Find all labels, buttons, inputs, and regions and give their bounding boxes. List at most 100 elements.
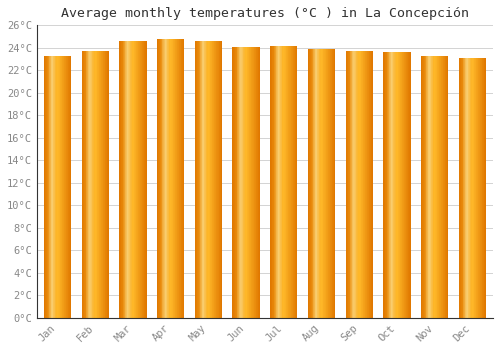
Bar <box>467 58 468 318</box>
Bar <box>483 58 484 318</box>
Bar <box>182 39 183 318</box>
Bar <box>405 52 406 318</box>
Bar <box>158 39 159 318</box>
Bar <box>323 49 324 318</box>
Bar <box>88 51 89 318</box>
Bar <box>209 41 210 318</box>
Bar <box>163 39 164 318</box>
Bar <box>250 47 251 318</box>
Bar <box>129 41 130 318</box>
Bar <box>398 52 399 318</box>
Bar <box>135 41 136 318</box>
Bar <box>130 41 131 318</box>
Bar <box>330 49 331 318</box>
Bar <box>484 58 486 318</box>
Bar <box>320 49 321 318</box>
Bar <box>143 41 144 318</box>
Bar <box>172 39 174 318</box>
Bar <box>253 47 254 318</box>
Bar <box>179 39 180 318</box>
Title: Average monthly temperatures (°C ) in La Concepción: Average monthly temperatures (°C ) in La… <box>61 7 469 20</box>
Bar <box>274 46 275 318</box>
Bar <box>324 49 325 318</box>
Bar <box>465 58 466 318</box>
Bar <box>53 56 54 318</box>
Bar <box>424 56 425 318</box>
Bar <box>104 51 105 318</box>
Bar <box>406 52 407 318</box>
Bar <box>246 47 248 318</box>
Bar <box>464 58 465 318</box>
Bar <box>370 51 372 318</box>
Bar <box>283 46 284 318</box>
Bar <box>128 41 129 318</box>
Bar <box>328 49 329 318</box>
Bar <box>471 58 472 318</box>
Bar <box>361 51 362 318</box>
Bar <box>214 41 215 318</box>
Bar <box>470 58 471 318</box>
Bar <box>403 52 404 318</box>
Bar <box>83 51 84 318</box>
Bar <box>205 41 206 318</box>
Bar <box>92 51 94 318</box>
Bar <box>213 41 214 318</box>
Bar <box>445 56 446 318</box>
Bar <box>178 39 179 318</box>
Bar <box>409 52 410 318</box>
Bar <box>249 47 250 318</box>
Bar <box>469 58 470 318</box>
Bar <box>352 51 353 318</box>
Bar <box>218 41 220 318</box>
Bar <box>399 52 400 318</box>
Bar <box>390 52 391 318</box>
Bar <box>165 39 166 318</box>
Bar <box>145 41 146 318</box>
Bar <box>69 56 70 318</box>
Bar <box>316 49 318 318</box>
Bar <box>285 46 286 318</box>
Bar <box>363 51 364 318</box>
Bar <box>346 51 347 318</box>
Bar <box>446 56 447 318</box>
Bar <box>244 47 246 318</box>
Bar <box>136 41 137 318</box>
Bar <box>208 41 209 318</box>
Bar <box>174 39 175 318</box>
Bar <box>139 41 140 318</box>
Bar <box>275 46 276 318</box>
Bar <box>460 58 461 318</box>
Bar <box>431 56 432 318</box>
Bar <box>372 51 373 318</box>
Bar <box>279 46 280 318</box>
Bar <box>248 47 249 318</box>
Bar <box>370 51 371 318</box>
Bar <box>478 58 479 318</box>
Bar <box>350 51 351 318</box>
Bar <box>427 56 428 318</box>
Bar <box>360 51 362 318</box>
Bar <box>442 56 443 318</box>
Bar <box>198 41 199 318</box>
Bar <box>50 56 51 318</box>
Bar <box>254 47 255 318</box>
Bar <box>331 49 332 318</box>
Bar <box>280 46 281 318</box>
Bar <box>447 56 448 318</box>
Bar <box>356 51 357 318</box>
Bar <box>287 46 288 318</box>
Bar <box>309 49 310 318</box>
Bar <box>221 41 222 318</box>
Bar <box>64 56 65 318</box>
Bar <box>333 49 334 318</box>
Bar <box>124 41 125 318</box>
Bar <box>386 52 388 318</box>
Bar <box>349 51 350 318</box>
Bar <box>394 52 395 318</box>
Bar <box>391 52 392 318</box>
Bar <box>428 56 429 318</box>
Bar <box>67 56 68 318</box>
Bar <box>96 51 98 318</box>
Bar <box>52 56 53 318</box>
Bar <box>202 41 203 318</box>
